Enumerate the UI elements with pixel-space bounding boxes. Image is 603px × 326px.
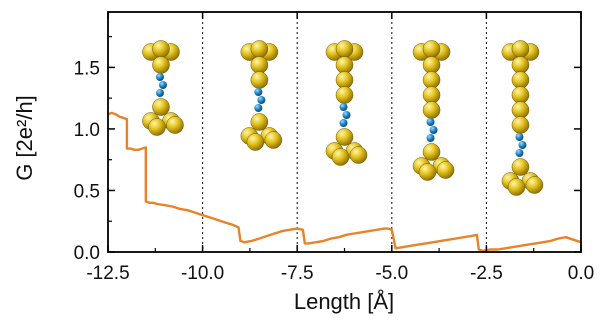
gold-atom bbox=[166, 116, 184, 134]
x-tick-label: 0.0 bbox=[568, 263, 594, 284]
link-atom bbox=[254, 88, 263, 96]
gold-atom bbox=[511, 86, 530, 104]
gold-atom bbox=[152, 40, 170, 58]
x-tick-label: -10.0 bbox=[181, 263, 224, 284]
link-atom bbox=[257, 96, 266, 104]
gold-atom bbox=[250, 40, 269, 58]
link-atom bbox=[339, 119, 348, 127]
gold-atom bbox=[422, 71, 441, 89]
gold-atom bbox=[511, 71, 530, 89]
x-tick-label: -7.5 bbox=[281, 263, 314, 284]
x-ticks-group: -12.5 -10.0 -7.5 -5.0 -2.5 0.0 bbox=[86, 12, 594, 284]
gold-atom bbox=[422, 40, 441, 58]
gold-atom bbox=[422, 56, 441, 74]
vlines-group bbox=[202, 12, 487, 252]
link-atom bbox=[426, 118, 435, 126]
conductance-series-line bbox=[107, 111, 582, 252]
y-axis-title: G [2e²/h] bbox=[12, 95, 37, 181]
atomic-chain-icon bbox=[142, 40, 184, 136]
gold-atom bbox=[335, 40, 354, 58]
link-atom bbox=[342, 111, 351, 119]
link-atom bbox=[426, 134, 435, 142]
link-atom bbox=[515, 149, 524, 157]
plot-group bbox=[107, 111, 582, 252]
x-axis-title: Length [Å] bbox=[294, 289, 394, 314]
gold-atom bbox=[250, 56, 269, 74]
gold-atom bbox=[422, 86, 441, 104]
gold-atom bbox=[331, 148, 350, 166]
gold-atom bbox=[422, 101, 441, 119]
atomic-chain-icon bbox=[501, 40, 544, 196]
gold-atom bbox=[335, 71, 354, 89]
gold-atom bbox=[422, 143, 441, 161]
atomic-chain-icon bbox=[325, 40, 368, 166]
y-ticks-group: 0.0 0.5 1.0 1.5 bbox=[74, 36, 581, 264]
gold-atom bbox=[349, 146, 368, 164]
gold-atom bbox=[511, 56, 530, 74]
gold-atom bbox=[418, 163, 437, 181]
gold-atom bbox=[335, 56, 354, 74]
link-atom bbox=[254, 104, 263, 112]
gold-atom bbox=[511, 116, 530, 134]
gold-atom bbox=[246, 133, 265, 151]
gold-atom bbox=[152, 98, 170, 116]
y-tick-label: 0.0 bbox=[74, 243, 100, 264]
gold-atom bbox=[152, 56, 170, 74]
link-atom bbox=[518, 141, 527, 149]
y-tick-label: 0.5 bbox=[74, 181, 100, 202]
x-tick-label: -2.5 bbox=[470, 263, 503, 284]
link-atom bbox=[155, 73, 164, 81]
gold-atom bbox=[335, 86, 354, 104]
gold-atom bbox=[148, 118, 166, 136]
link-atom bbox=[155, 89, 164, 97]
gold-atom bbox=[335, 128, 354, 146]
gold-atom bbox=[511, 158, 530, 176]
y-tick-label: 1.5 bbox=[74, 58, 100, 79]
gold-atom bbox=[436, 161, 455, 179]
y-tick-label: 1.0 bbox=[74, 120, 100, 141]
gold-atom bbox=[511, 40, 530, 58]
link-atom bbox=[429, 126, 438, 134]
gold-atom bbox=[525, 176, 544, 194]
link-atom bbox=[158, 81, 167, 89]
x-tick-label: -5.0 bbox=[375, 263, 408, 284]
x-tick-label: -12.5 bbox=[86, 263, 129, 284]
link-atom bbox=[515, 133, 524, 141]
gold-atom bbox=[511, 101, 530, 119]
atomic-chain-icon bbox=[240, 40, 283, 151]
link-atom bbox=[339, 103, 348, 111]
gold-atom bbox=[507, 178, 526, 196]
gold-atom bbox=[250, 71, 269, 89]
insets-group bbox=[142, 40, 544, 196]
atomic-chain-icon bbox=[412, 40, 455, 181]
gold-atom bbox=[250, 113, 269, 131]
gold-atom bbox=[264, 131, 283, 149]
